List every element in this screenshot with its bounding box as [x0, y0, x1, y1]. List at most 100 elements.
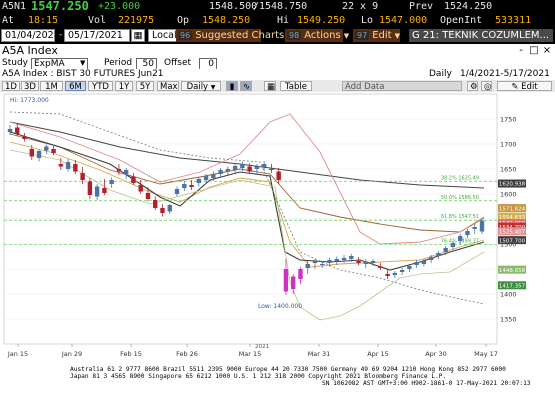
- ema-mid-line: [9, 133, 485, 233]
- close-icon[interactable]: ×: [542, 45, 552, 56]
- x-tick-label: Feb 15: [120, 350, 142, 358]
- date-from-input[interactable]: 01/04/2021: [1, 29, 60, 42]
- actions-button[interactable]: 98 Actions ▼: [285, 29, 349, 42]
- slash-divider: /: [253, 1, 260, 12]
- add-data-input[interactable]: Add Data: [342, 81, 462, 92]
- candle-body: [116, 169, 122, 172]
- candle-body: [385, 274, 390, 276]
- minimize-icon[interactable]: -: [519, 45, 523, 56]
- candle-body: [36, 151, 42, 158]
- last-price: 1547.250: [31, 0, 89, 13]
- candle-body: [421, 261, 427, 264]
- candle-body: [247, 166, 252, 172]
- y-tick-label: 1650: [500, 166, 517, 174]
- price-change: +23.000: [98, 1, 141, 12]
- x-tick-label: Apr 15: [367, 350, 389, 358]
- candle-body: [320, 264, 325, 265]
- candle-body: [479, 220, 485, 232]
- ask-price: 1548.750: [259, 1, 308, 12]
- lo-value: 1547.000: [379, 15, 428, 26]
- price-tag: [498, 281, 526, 290]
- chart-tab[interactable]: G 21: TEKNIK COZUMLEM...: [409, 29, 553, 42]
- candle-body: [414, 262, 419, 265]
- op-label: Op: [177, 15, 190, 26]
- vol-label: Vol: [88, 15, 107, 26]
- candle-body: [305, 264, 310, 268]
- period-ytd-button[interactable]: YTD: [88, 81, 113, 92]
- x-tick-label: Mar 31: [308, 350, 331, 358]
- table-button[interactable]: Table: [280, 81, 312, 92]
- bid-price: 1548.500: [209, 1, 258, 12]
- chart-toolbar: 1D 3D 1M 6M YTD 1Y 5Y Max Daily ▼ ▮ ∿ ▦ …: [0, 80, 555, 102]
- year-label: 2021: [255, 344, 269, 350]
- op-value: 1548.250: [202, 15, 251, 26]
- price-tag: [498, 212, 526, 221]
- ema-long-line: [9, 121, 485, 189]
- vol-value: 221975: [118, 15, 155, 26]
- candle-body: [363, 261, 369, 264]
- fib-label: 38.2% 1625.49: [441, 175, 479, 181]
- period-1d-button[interactable]: 1D: [2, 81, 20, 92]
- price-tag: [498, 222, 526, 231]
- candle-body: [182, 184, 187, 188]
- maximize-icon[interactable]: □: [529, 45, 539, 56]
- y-tick-label: 1700: [500, 141, 517, 149]
- calendar-icon[interactable]: ▦: [131, 29, 145, 42]
- period-1y-button[interactable]: 1Y: [115, 81, 133, 92]
- candle-body: [443, 248, 448, 252]
- candle-style-icon[interactable]: ▮: [226, 81, 238, 92]
- price-chart[interactable]: 38.2% 1625.49 50.0% 1586.50 61.8% 1547.51 7…: [0, 92, 555, 360]
- period-max-button[interactable]: Max: [157, 81, 179, 92]
- price-tag-label: 1417.357: [499, 284, 526, 290]
- table-icon[interactable]: ▦: [264, 81, 276, 92]
- candle-body: [153, 200, 158, 208]
- candle-body: [15, 127, 20, 134]
- candle-body: [29, 149, 34, 157]
- candle-body: [94, 186, 100, 197]
- interval-select[interactable]: Daily ▼: [181, 81, 221, 92]
- y-tick-label: 1600: [500, 191, 517, 199]
- study-chevron-icon[interactable]: ▼: [80, 59, 86, 67]
- options-icon[interactable]: ◎: [481, 81, 492, 92]
- candle-body: [109, 180, 114, 184]
- price-tag: [498, 179, 526, 188]
- study-label: Study: [2, 58, 28, 68]
- line-style-icon[interactable]: ∿: [240, 81, 252, 92]
- suggested-charts-key: 96: [178, 31, 193, 40]
- candle-body: [341, 258, 347, 260]
- x-tick-label: Jan 29: [61, 350, 82, 358]
- edit-chart-button[interactable]: ✎ Edit Chart: [497, 81, 552, 102]
- quote-row-1: A5N1 1547.250 +23.000 1548.500 / 1548.75…: [0, 0, 555, 13]
- actions-key: 98: [287, 31, 302, 40]
- date-to-input[interactable]: 05/17/2021: [64, 29, 130, 42]
- y-tick-label: 1350: [500, 316, 517, 324]
- price-tag-label: 1525.407: [499, 229, 526, 235]
- chevron-down-icon: ▼: [394, 32, 400, 40]
- time-value: 18:15: [28, 15, 59, 26]
- candle-body: [283, 269, 289, 292]
- lower-band-line: [9, 149, 485, 321]
- period-3d-button[interactable]: 3D: [21, 81, 39, 92]
- candle-body: [102, 188, 107, 193]
- period-5y-button[interactable]: 5Y: [136, 81, 154, 92]
- candle-body: [22, 136, 27, 139]
- candle-body: [436, 253, 441, 256]
- period-label: Period: [104, 58, 133, 68]
- candle-body: [298, 269, 303, 279]
- candle-body: [254, 166, 260, 169]
- study-row: Study ExpMA ▼ Period 50 Offset 0: [0, 58, 555, 71]
- x-tick-label: Apr 30: [425, 350, 447, 358]
- candle-body: [378, 266, 383, 268]
- period-6m-button[interactable]: 6M: [65, 81, 86, 92]
- price-tag-label: 1554.633: [499, 215, 526, 221]
- low-annotation: Low: 1400.000: [258, 303, 302, 310]
- price-tag: [498, 236, 526, 245]
- candle-body: [240, 164, 245, 168]
- suggested-charts-button[interactable]: 96 Suggested Charts: [176, 29, 284, 42]
- candle-body: [80, 173, 85, 180]
- settings-icon[interactable]: ⚙: [467, 81, 478, 92]
- candle-body: [167, 205, 172, 212]
- edit-button[interactable]: 97 Edit ▼: [353, 29, 400, 42]
- period-1m-button[interactable]: 1M: [40, 81, 63, 92]
- openint-value: 533311: [495, 15, 532, 26]
